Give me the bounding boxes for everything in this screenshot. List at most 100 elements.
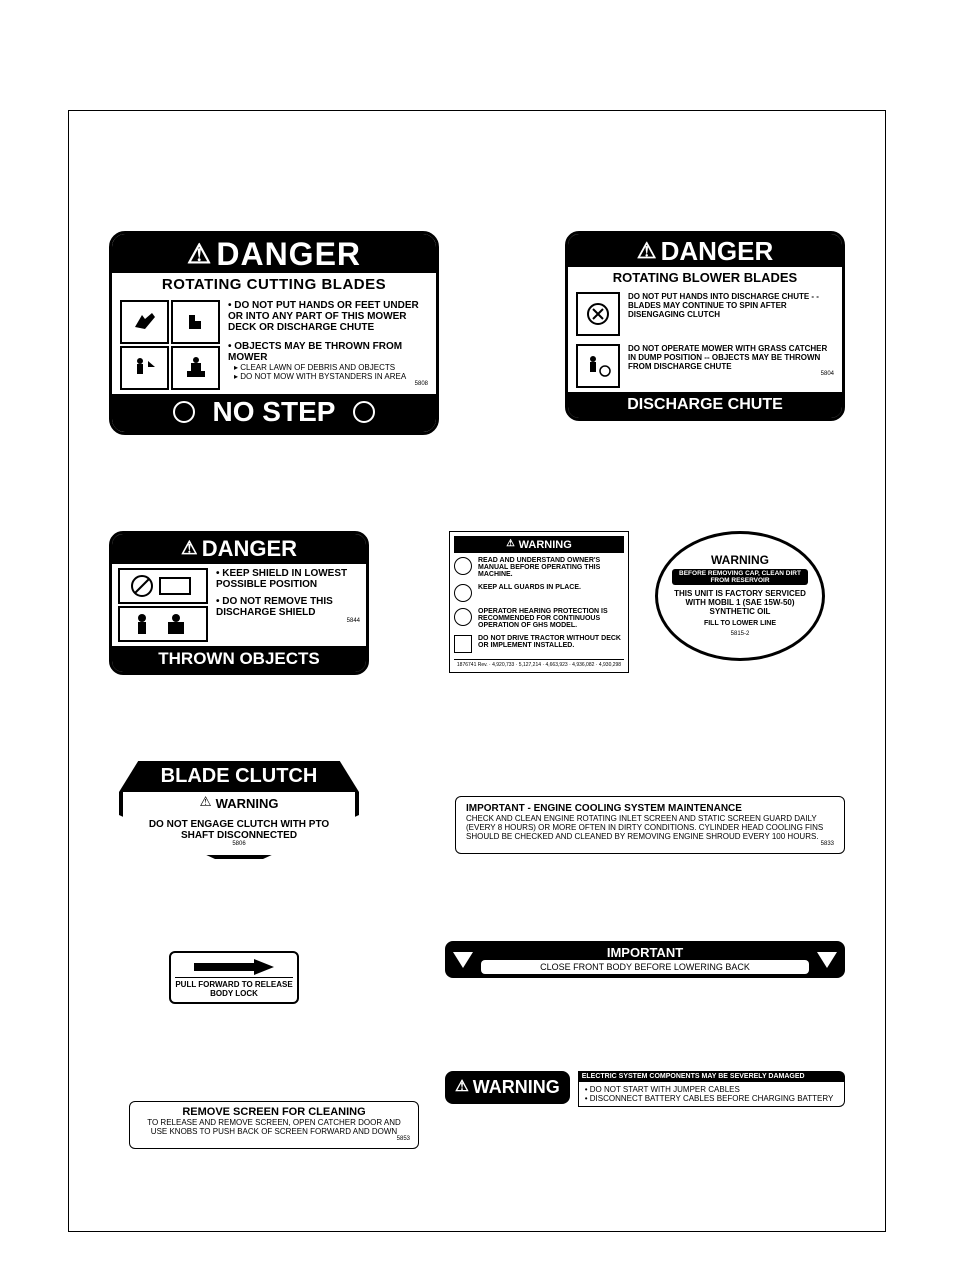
part-number: 5844 [216, 618, 360, 624]
part-number: 5806 [143, 841, 335, 847]
thrown-debris-icon [576, 344, 620, 388]
footer: DISCHARGE CHUTE [568, 392, 842, 418]
line-4: DO NOT DRIVE TRACTOR WITHOUT DECK OR IMP… [454, 635, 624, 653]
row2-text: DO NOT OPERATE MOWER WITH GRASS CATCHER … [628, 344, 834, 377]
line-2: KEEP ALL GUARDS IN PLACE. [454, 584, 624, 602]
pictograms [118, 568, 208, 642]
alert-triangle-icon: ⚠ [199, 794, 211, 810]
line-1: READ AND UNDERSTAND OWNER'S MANUAL BEFOR… [454, 557, 624, 578]
warning-badge: ⚠WARNING [445, 1071, 570, 1104]
text: PULL FORWARD TO RELEASE BODY LOCK [175, 977, 293, 998]
hand-cut-icon [120, 300, 169, 344]
alert-triangle-icon: ⚠ [506, 538, 514, 549]
row-1: ⚠DANGER ROTATING CUTTING BLADES • DO NOT… [109, 231, 845, 451]
box: ⚠WARNING ELECTRIC SYSTEM COMPONENTS MAY … [445, 1071, 845, 1107]
header: IMPORTANT - ENGINE COOLING SYSTEM MAINTE… [466, 803, 834, 814]
arrow-row [175, 957, 293, 977]
alert-triangle-icon: ⚠ [181, 537, 198, 559]
bullet-1: • DO NOT START WITH JUMPER CABLES [585, 1085, 838, 1094]
body: DO NOT ENGAGE CLUTCH WITH PTO SHAFT DISC… [119, 815, 359, 859]
danger-text: DANGER [216, 236, 361, 272]
body-text: CHECK AND CLEAN ENGINE ROTATING INLET SC… [466, 814, 834, 841]
sub-bullet-2: ▸ DO NOT MOW WITH BYSTANDERS IN AREA [234, 372, 428, 381]
danger-header: ⚠DANGER [568, 234, 842, 267]
line2-text: KEEP ALL GUARDS IN PLACE. [478, 584, 581, 591]
part-number: 5808 [228, 381, 428, 387]
row-4: PULL FORWARD TO RELEASE BODY LOCK IMPORT… [109, 951, 845, 1031]
important-engine-cooling-label: IMPORTANT - ENGINE COOLING SYSTEM MAINTE… [455, 796, 845, 854]
no-step-footer: NO STEP [112, 394, 436, 432]
bullet-1: • DO NOT PUT HANDS OR FEET UNDER OR INTO… [228, 300, 428, 333]
bullets: • DO NOT START WITH JUMPER CABLES • DISC… [578, 1082, 845, 1107]
part-number: 5804 [628, 371, 834, 377]
read-manual-icon [454, 557, 472, 575]
line-3: FILL TO LOWER LINE [672, 620, 808, 627]
danger-rotating-cutting-blades-label: ⚠DANGER ROTATING CUTTING BLADES • DO NOT… [109, 231, 439, 435]
pictogram-grid [120, 300, 220, 390]
warning-text: WARNING [216, 796, 279, 811]
warning-header: ⚠ WARNING [454, 536, 624, 553]
blade-clutch-label: BLADE CLUTCH ⚠ WARNING DO NOT ENGAGE CLUT… [119, 761, 359, 859]
guards-icon [454, 584, 472, 602]
footer-patents: 1876741 Rev. · 4,920,733 · 5,127,214 · 4… [454, 659, 624, 668]
subheader: ROTATING CUTTING BLADES [112, 273, 436, 296]
alert-triangle-icon: ⚠ [187, 238, 212, 270]
important-close-front-body-label: IMPORTANT CLOSE FRONT BODY BEFORE LOWERI… [445, 941, 845, 978]
thrown-person-icon [118, 606, 208, 642]
line-3: OPERATOR HEARING PROTECTION IS RECOMMEND… [454, 608, 624, 629]
foot-cut-icon [171, 300, 220, 344]
no-drive-icon [454, 635, 472, 653]
row1-text: DO NOT PUT HANDS INTO DISCHARGE CHUTE - … [628, 292, 834, 319]
line-2: THIS UNIT IS FACTORY SERVICED WITH MOBIL… [672, 589, 808, 616]
warning-text: WARNING [473, 1077, 560, 1097]
right-text: ELECTRIC SYSTEM COMPONENTS MAY BE SEVERE… [570, 1071, 845, 1107]
arrow-down-icon [453, 952, 473, 968]
row-2: ⚠DANGER • KEEP SHIELD IN LOWEST POSSIBLE… [109, 531, 845, 711]
bullet-1: • KEEP SHIELD IN LOWEST POSSIBLE POSITIO… [216, 568, 360, 590]
warning-row: ⚠ WARNING [119, 792, 359, 815]
danger-header: ⚠DANGER [112, 534, 366, 564]
bullet-2: • DISCONNECT BATTERY CABLES BEFORE CHARG… [585, 1094, 838, 1103]
blade-clutch-header: BLADE CLUTCH [119, 761, 359, 792]
bullet-2: • DO NOT REMOVE THIS DISCHARGE SHIELD [216, 596, 360, 618]
line4-text: DO NOT DRIVE TRACTOR WITHOUT DECK OR IMP… [478, 635, 624, 649]
bullet-2: • OBJECTS MAY BE THROWN FROM MOWER [228, 341, 428, 363]
row-3: BLADE CLUTCH ⚠ WARNING DO NOT ENGAGE CLUT… [109, 761, 845, 901]
body: • KEEP SHIELD IN LOWEST POSSIBLE POSITIO… [112, 564, 366, 646]
warning-checklist-label: ⚠ WARNING READ AND UNDERSTAND OWNER'S MAN… [449, 531, 629, 673]
no-step-text: NO STEP [213, 396, 336, 428]
lock-icon [173, 401, 195, 423]
subheader: ROTATING BLOWER BLADES [568, 267, 842, 288]
line-1: BEFORE REMOVING CAP, CLEAN DIRT FROM RES… [672, 569, 808, 585]
alert-triangle-icon: ⚠ [455, 1077, 469, 1096]
row-5: ⚠WARNING ELECTRIC SYSTEM COMPONENTS MAY … [109, 1071, 845, 1171]
danger-text: DANGER [661, 236, 774, 266]
line-1: DO NOT ENGAGE CLUTCH WITH PTO SHAFT DISC… [149, 819, 329, 841]
footer: THROWN OBJECTS [112, 646, 366, 672]
thrown-object-icon [120, 346, 169, 390]
warning-electric-system-label: ⚠WARNING ELECTRIC SYSTEM COMPONENTS MAY … [445, 1071, 845, 1107]
warning-row-2: DO NOT OPERATE MOWER WITH GRASS CATCHER … [568, 340, 842, 392]
warning-header: WARNING [672, 553, 808, 567]
content-area: ⚠DANGER ROTATING CUTTING BLADES • DO NOT… [69, 231, 885, 1231]
header: IMPORTANT [481, 945, 809, 960]
sub-bullet-1: ▸ CLEAR LAWN OF DEBRIS AND OBJECTS [234, 363, 428, 372]
alert-triangle-icon: ⚠ [637, 238, 657, 264]
hearing-icon [454, 608, 472, 626]
warning-text: • DO NOT PUT HANDS OR FEET UNDER OR INTO… [220, 300, 428, 390]
pull-forward-label: PULL FORWARD TO RELEASE BODY LOCK [169, 951, 299, 1004]
part-number: 5815-2 [672, 631, 808, 637]
line-1: CLOSE FRONT BODY BEFORE LOWERING BACK [481, 960, 809, 974]
arrow-right-icon [194, 959, 274, 975]
warning-row-1: DO NOT PUT HANDS INTO DISCHARGE CHUTE - … [568, 288, 842, 340]
body: • DO NOT PUT HANDS OR FEET UNDER OR INTO… [112, 296, 436, 394]
shield-position-icon [118, 568, 208, 604]
line3-text: OPERATOR HEARING PROTECTION IS RECOMMEND… [478, 608, 624, 629]
danger-thrown-objects-label: ⚠DANGER • KEEP SHIELD IN LOWEST POSSIBLE… [109, 531, 369, 675]
part-number: 5833 [466, 841, 834, 847]
remove-screen-label: REMOVE SCREEN FOR CLEANING TO RELEASE AN… [129, 1101, 419, 1149]
header: REMOVE SCREEN FOR CLEANING [138, 1106, 410, 1118]
warning-text: WARNING [519, 539, 572, 551]
part-number: 5853 [138, 1136, 410, 1142]
warning-oil-oval-label: WARNING BEFORE REMOVING CAP, CLEAN DIRT … [655, 531, 825, 661]
